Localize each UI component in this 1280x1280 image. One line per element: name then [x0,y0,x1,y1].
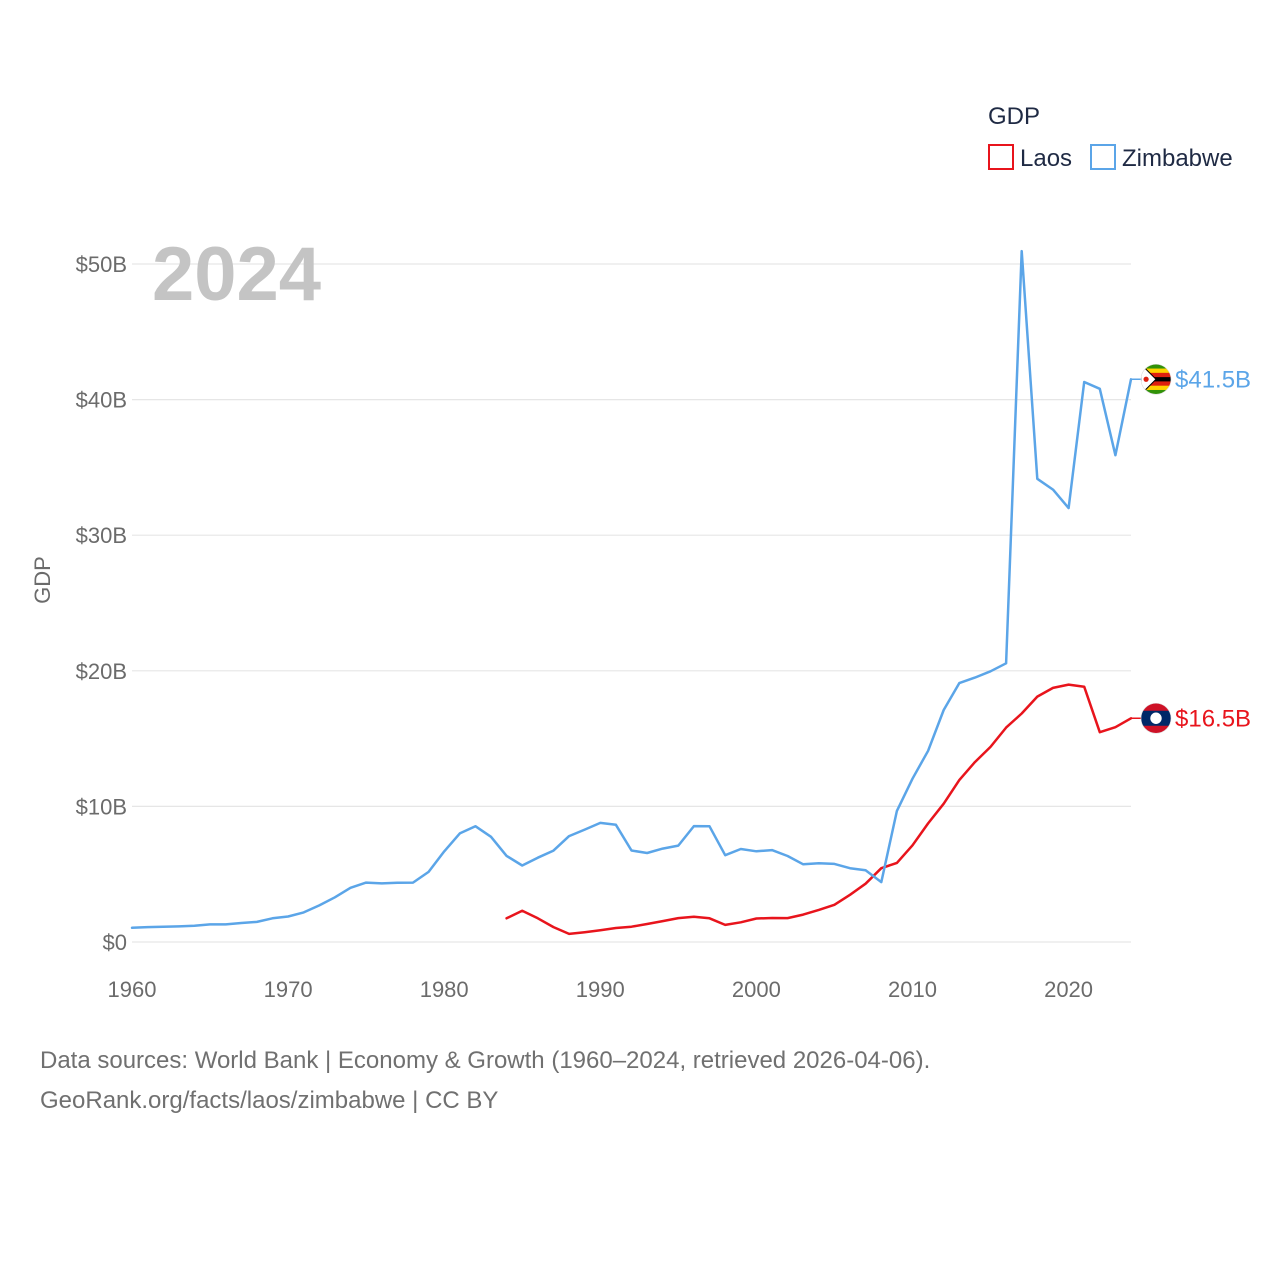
series-line-zimbabwe[interactable] [130,249,1133,930]
x-tick-label: 1970 [264,977,313,1002]
x-tick-label: 2010 [888,977,937,1002]
series-endpoints: $16.5B $41.5B [1131,363,1251,734]
y-tick-label: $50B [76,252,127,277]
y-tick-label: $40B [76,388,127,413]
legend-item-laos[interactable]: Laos [988,144,1072,172]
end-value-label-laos: $16.5B [1175,705,1251,732]
x-tick-label: 2000 [732,977,781,1002]
legend-label-zimbabwe: Zimbabwe [1122,145,1233,172]
y-tick-label: $0 [103,930,127,955]
year-watermark: 2024 [152,232,321,317]
legend-title: GDP [988,103,1040,130]
legend-swatch-laos [988,144,1014,170]
end-value-label-zimbabwe: $41.5B [1175,366,1251,393]
x-tick-label: 1980 [420,977,469,1002]
legend[interactable]: GDP Laos Zimbabwe [988,103,1233,172]
grid-lines [132,263,1131,943]
x-tick-label: 1960 [108,977,157,1002]
x-tick-label: 2020 [1044,977,1093,1002]
zimbabwe-flag-icon [1140,363,1172,395]
y-tick-label: $10B [76,794,127,819]
legend-item-zimbabwe[interactable]: Zimbabwe [1090,144,1233,172]
y-tick-label: $30B [76,523,127,548]
laos-flag-icon [1140,702,1172,734]
legend-swatch-zimbabwe [1090,144,1116,170]
data-source-text: Data sources: World Bank | Economy & Gro… [40,1047,930,1074]
y-tick-label: $20B [76,659,127,684]
x-axis-ticks: 1960 1970 1980 1990 2000 2010 2020 [108,977,1094,1002]
y-axis-ticks: $0 $10B $20B $30B $40B $50B [76,252,127,955]
attribution-link[interactable]: GeoRank.org/facts/laos/zimbabwe | CC BY [40,1087,498,1114]
series-lines [130,249,1133,936]
series-line-laos[interactable] [505,683,1133,936]
legend-label-laos: Laos [1020,145,1072,172]
x-tick-label: 1990 [576,977,625,1002]
y-axis-title: GDP [30,556,55,604]
